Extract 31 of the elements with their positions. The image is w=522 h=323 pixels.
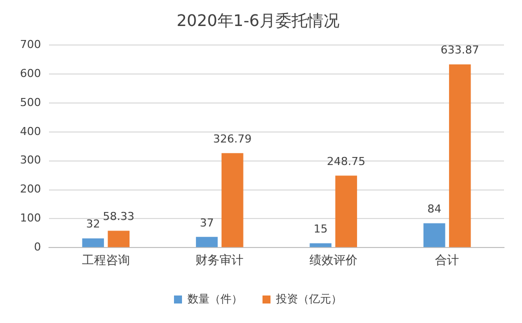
data-label: 15 <box>314 222 328 236</box>
x-tick-label: 绩效评价 <box>309 252 358 267</box>
bar <box>196 236 218 248</box>
data-label: 58.33 <box>102 210 134 224</box>
data-label: 633.87 <box>440 44 480 57</box>
chart-title: 2020年1-6月委托情况 <box>176 10 340 30</box>
y-tick-label: 200 <box>20 182 41 196</box>
legend-label: 数量（件） <box>188 292 242 306</box>
data-label: 248.75 <box>326 155 366 168</box>
bar <box>222 153 244 248</box>
data-label: 32 <box>86 218 100 231</box>
bar <box>423 223 446 248</box>
data-label: 84 <box>427 202 442 216</box>
y-tick-label: 600 <box>20 66 41 80</box>
y-tick-label: 300 <box>20 154 41 167</box>
bar <box>449 64 471 248</box>
legend-label: 投资（亿元） <box>275 292 342 306</box>
y-tick-label: 0 <box>34 240 41 254</box>
x-tick-label: 合计 <box>435 252 460 267</box>
x-tick-label: 财务审计 <box>196 252 244 267</box>
bar <box>335 176 358 248</box>
bar <box>310 243 332 248</box>
x-tick-label: 工程咨询 <box>82 252 130 267</box>
y-tick-label: 500 <box>20 96 41 109</box>
data-label: 37 <box>200 216 214 230</box>
y-tick-label: 100 <box>20 212 41 225</box>
data-label: 326.79 <box>213 132 252 146</box>
bar <box>82 238 104 248</box>
y-tick-label: 700 <box>20 38 41 52</box>
y-tick-label: 400 <box>20 124 41 138</box>
bar <box>108 230 130 248</box>
